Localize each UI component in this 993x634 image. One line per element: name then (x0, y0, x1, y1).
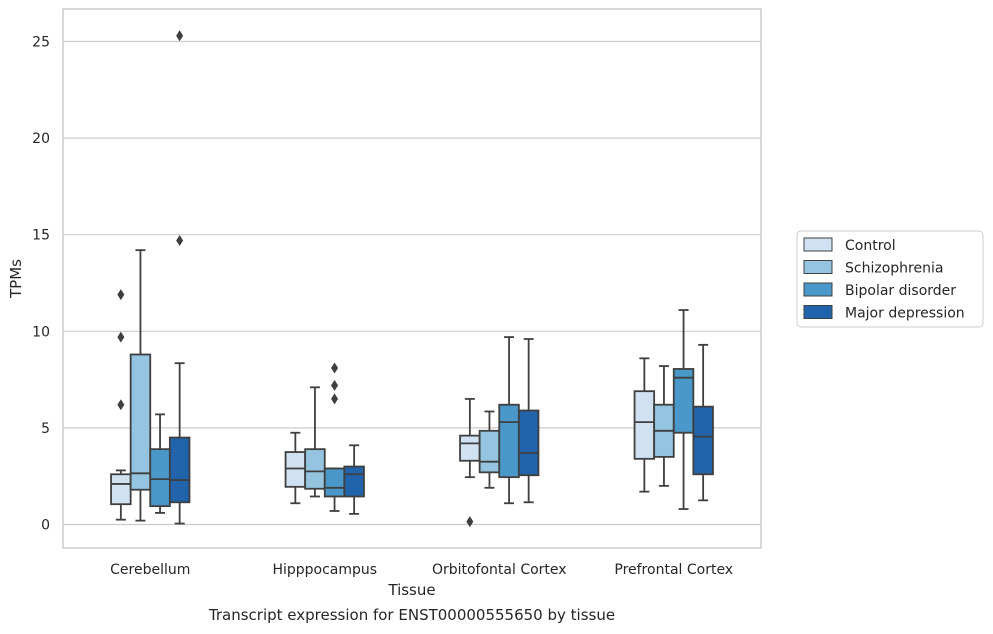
box-1-1 (304, 386, 326, 498)
legend-entry: Control (845, 238, 896, 254)
legend-swatch (803, 260, 833, 274)
box-body (149, 448, 171, 508)
box-3-1 (653, 365, 675, 487)
y-tick-label: 15 (32, 228, 50, 244)
box-body (110, 473, 132, 506)
box-0-3 (168, 30, 191, 525)
outlier-point (117, 399, 125, 411)
box-3-0 (633, 357, 656, 493)
box-1-3 (343, 444, 365, 515)
box-body (284, 451, 307, 488)
plot-frame (62, 8, 762, 549)
outlier-point (117, 289, 125, 301)
legend-swatch (803, 237, 833, 252)
x-tick-label: Cerebellum (110, 562, 190, 578)
box-2-2 (498, 336, 520, 505)
box-0-2 (149, 413, 171, 514)
legend-entry: Bipolar disorder (845, 283, 956, 299)
legend: Control Schizophrenia Bipolar disorder Majo… (796, 230, 984, 328)
x-tick-label: Hipppocampus (272, 562, 377, 578)
plot-series (110, 30, 714, 528)
y-axis-label: TPMs (7, 259, 25, 299)
outlier-point (117, 331, 125, 343)
legend-entry: Major depression (845, 306, 965, 322)
box-0-1 (129, 249, 152, 522)
box-body (323, 467, 346, 498)
axes: 0 5 10 15 20 25 Cerebellum Hipppocampus Orbitofo… (7, 8, 762, 599)
y-tick-label: 0 (41, 518, 50, 534)
box-body (343, 465, 365, 498)
box-body (517, 409, 540, 477)
box-body (129, 353, 152, 491)
box-body (633, 390, 656, 460)
box-body (478, 429, 501, 474)
box-1-0 (284, 431, 307, 505)
box-body (304, 448, 326, 490)
y-tick-label: 25 (32, 35, 50, 51)
box-2-1 (478, 410, 501, 489)
outlier-point (331, 362, 339, 374)
box-body (459, 434, 481, 462)
box-2-0 (459, 398, 481, 528)
outlier-point (176, 30, 184, 42)
outlier-point (176, 234, 184, 246)
legend-swatch (803, 305, 833, 319)
outlier-point (331, 379, 339, 391)
box-body (672, 368, 695, 434)
x-tick-label: Prefrontal Cortex (614, 562, 733, 578)
y-tick-label: 5 (41, 421, 50, 437)
box-2-3 (517, 338, 540, 504)
box-body (692, 405, 714, 476)
box-body (168, 436, 191, 504)
outlier-point (331, 393, 339, 405)
y-tick-label: 10 (32, 324, 50, 340)
box-body (498, 403, 520, 479)
legend-swatch (803, 282, 833, 297)
chart-caption: Transcript expression for ENST0000055565… (208, 606, 616, 624)
outlier-point (466, 516, 474, 528)
x-axis-label: Tissue (387, 581, 435, 599)
legend-entry: Schizophrenia (845, 261, 943, 277)
legend-frame (796, 230, 984, 328)
x-tick-label: Orbitofontal Cortex (432, 562, 567, 578)
box-1-2 (323, 362, 346, 512)
box-0-0 (110, 289, 132, 521)
box-3-3 (692, 343, 714, 502)
y-tick-label: 20 (32, 131, 50, 147)
box-3-2 (672, 309, 695, 510)
